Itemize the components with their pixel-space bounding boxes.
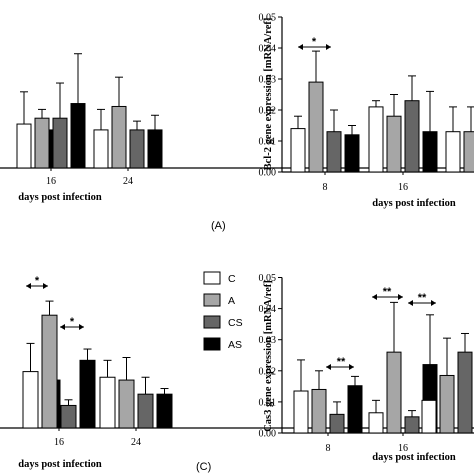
- y-tick-label: 0.05: [259, 273, 277, 284]
- significance-marker: **: [337, 356, 346, 368]
- bar: [111, 105, 127, 169]
- x-tick-label: 16: [398, 182, 408, 193]
- arrow-head-left: [26, 283, 31, 289]
- bar: [311, 388, 327, 434]
- bar: [93, 129, 109, 169]
- bar: [41, 314, 58, 429]
- arrow-head-right: [398, 294, 403, 300]
- bar: [290, 128, 306, 173]
- arrow-head-right: [43, 283, 48, 289]
- bar: [308, 81, 324, 173]
- significance-marker: *: [312, 36, 317, 48]
- bar: [368, 412, 384, 434]
- bar: [129, 129, 145, 169]
- y-tick-label: 0.00: [259, 429, 277, 440]
- legend-swatch: [203, 315, 221, 329]
- legend-swatch: [203, 293, 221, 307]
- y-axis-title: Cas3 gene expression [mRNA/ref]: [263, 280, 274, 432]
- y-tick-label: 0.01: [259, 397, 277, 408]
- bar: [156, 393, 173, 429]
- legend-swatch: [203, 337, 221, 351]
- significance-marker: *: [70, 316, 75, 328]
- bar: [52, 117, 68, 169]
- y-tick-label: 0.05: [259, 13, 277, 24]
- x-tick-label: 16: [54, 437, 64, 448]
- bar: [60, 404, 77, 429]
- bar: [326, 131, 342, 173]
- arrow-head-right: [79, 324, 84, 330]
- bar: [386, 115, 402, 173]
- x-tick-label: 24: [123, 176, 133, 187]
- panel-top-left: 16 24 days post infection: [0, 53, 474, 203]
- x-tick-label: 16: [46, 176, 56, 187]
- bar: [34, 117, 50, 169]
- x-axis-title: days post infection: [372, 198, 456, 209]
- x-axis-title: days post infection: [372, 452, 456, 463]
- legend-label: A: [228, 295, 235, 307]
- x-axis-title: days post infection: [18, 192, 102, 203]
- significance-marker: *: [35, 275, 40, 287]
- bar: [118, 379, 135, 429]
- y-tick-label: 0.00: [259, 168, 277, 179]
- y-tick-label: 0.03: [259, 335, 277, 346]
- bar: [16, 123, 32, 169]
- bar: [457, 351, 473, 434]
- arrow-head-left: [326, 364, 331, 370]
- legend-swatch: [203, 271, 221, 285]
- bar: [293, 390, 309, 434]
- bar: [445, 131, 461, 173]
- panel-label-a: (A): [211, 220, 226, 232]
- y-tick-label: 0.01: [259, 137, 277, 148]
- y-tick-label: 0.04: [259, 44, 277, 55]
- bar: [99, 376, 116, 429]
- bar: [70, 103, 86, 169]
- legend-label: C: [228, 273, 236, 285]
- bar: [22, 371, 39, 429]
- bar: [463, 131, 474, 173]
- legend: CA CS AS: [203, 271, 243, 351]
- bar: [422, 131, 438, 173]
- x-tick-label: 24: [131, 437, 141, 448]
- bar: [421, 399, 437, 434]
- arrow-head-right: [431, 300, 436, 306]
- legend-label: AS: [228, 339, 242, 351]
- bar: [137, 393, 154, 429]
- panel-label-c: (C): [196, 461, 211, 473]
- bar: [344, 134, 360, 173]
- significance-marker: **: [383, 286, 392, 298]
- bar: [147, 129, 163, 169]
- x-tick-label: 16: [398, 443, 408, 454]
- arrow-head-left: [298, 44, 303, 50]
- bar: [439, 374, 455, 434]
- y-tick-label: 0.04: [259, 304, 277, 315]
- bar: [368, 106, 384, 173]
- bar: [404, 100, 420, 173]
- arrow-head-left: [60, 324, 65, 330]
- bar: [329, 413, 345, 434]
- bar: [79, 359, 96, 429]
- x-tick-label: 8: [326, 443, 331, 454]
- arrow-head-right: [326, 44, 331, 50]
- bar: [347, 385, 363, 434]
- bar: [404, 416, 420, 434]
- arrow-head-right: [349, 364, 354, 370]
- x-axis-title: days post infection: [18, 459, 102, 470]
- y-axis-title: Bcl-2 gene expression [mRNA/ref]: [263, 18, 274, 171]
- legend-label: CS: [228, 317, 243, 329]
- x-tick-label: 8: [323, 182, 328, 193]
- arrow-head-left: [408, 300, 413, 306]
- y-tick-label: 0.02: [259, 366, 277, 377]
- arrow-head-left: [372, 294, 377, 300]
- y-tick-label: 0.02: [259, 106, 277, 117]
- y-tick-label: 0.03: [259, 75, 277, 86]
- bar: [386, 351, 402, 434]
- significance-marker: **: [418, 292, 427, 304]
